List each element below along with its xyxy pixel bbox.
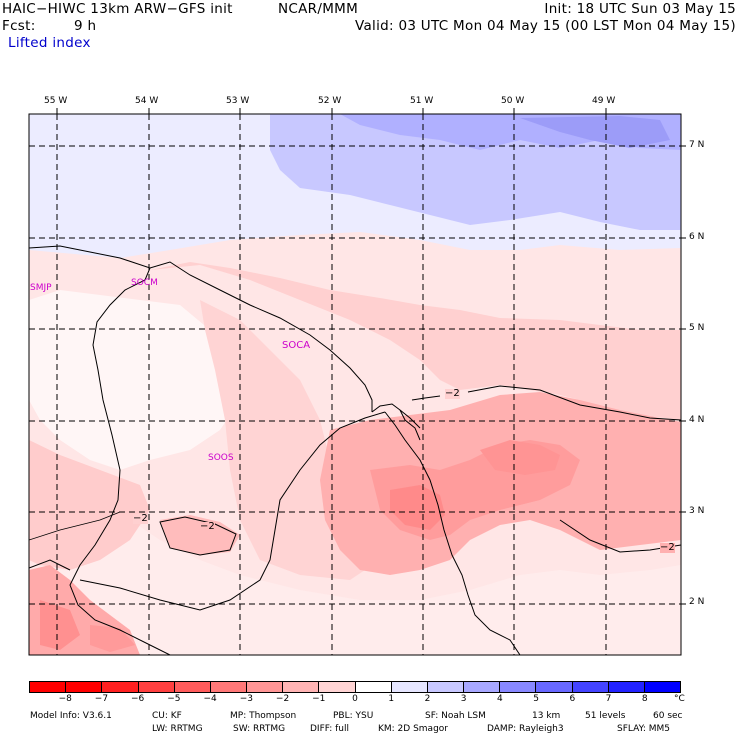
vertical-levels: 51 levels [585,711,626,721]
color-bar-bin [138,682,175,692]
color-bar-bin [283,682,320,692]
grid-resolution: 13 km [532,711,561,721]
color-bar-label: −5 [167,694,181,704]
color-bar-bin [644,682,681,692]
color-bar-label: −7 [94,694,109,704]
model-title: HAIC−HIWC 13km ARW−GFS init [2,1,233,17]
lon-label: 52 W [318,96,342,106]
lat-label: 5 N [689,323,705,333]
lon-label: 49 W [592,96,616,106]
station-label-smjp: SMJP [30,283,52,293]
lat-label: 3 N [689,506,705,516]
color-bar-label: −1 [312,694,326,704]
color-bar-labels: −8 −7 −6 −5 −4 −3 −2 −1 0 1 2 3 4 5 6 7 8 [0,695,740,707]
contour-label: −2 [133,513,148,524]
color-bar [29,681,681,693]
color-bar-label: 1 [388,694,395,704]
contour-label: −2 [200,521,215,532]
organization-label: NCAR/MMM [278,1,359,17]
color-bar-bin [66,682,103,692]
lat-label: 2 N [689,597,705,607]
map-frame [28,113,682,656]
color-bar-label: −8 [58,694,72,704]
color-bar-bin [464,682,501,692]
field-name: Lifted index [8,35,91,51]
color-bar-bin [500,682,537,692]
color-bar-label: −2 [275,694,290,704]
init-time: Init: 18 UTC Sun 03 May 15 [544,1,736,17]
lon-label: 54 W [135,96,159,106]
lat-lon-grid [29,114,681,655]
color-bar-label: 6 [569,694,576,704]
color-bar-bin [174,682,211,692]
lon-label: 55 W [44,96,68,106]
shaded-field [29,114,681,655]
lon-label: 53 W [226,96,250,106]
time-step: 60 sec [653,711,683,721]
color-bar-bin [210,682,248,692]
forecast-label: Fcst: [2,18,36,34]
color-bar-bin [572,682,609,692]
color-bar-bin [355,682,392,692]
station-label-soca: SOCA [282,340,311,351]
station-label-soos: SOOS [208,453,234,463]
surface-scheme: SF: Noah LSM [425,711,486,721]
contour-label: −2 [445,388,460,399]
shortwave-scheme: SW: RRTMG [233,724,286,734]
lat-label: 6 N [689,232,705,242]
color-bar-bin [427,682,465,692]
surface-layer-scheme: SFLAY: MM5 [617,724,671,734]
damping-option: DAMP: Rayleigh3 [487,724,564,734]
color-bar-label: 3 [460,694,467,704]
color-bar-bin [30,682,67,692]
color-bar-label: −6 [131,694,145,704]
color-bar-bin [319,682,356,692]
diffusion-option: DIFF: full [310,724,350,734]
eddy-coefficient: KM: 2D Smagor [378,724,448,734]
pbl-scheme: PBL: YSU [333,711,374,721]
lon-label: 51 W [410,96,434,106]
valid-time: Valid: 03 UTC Mon 04 May 15 (00 LST Mon … [354,18,736,34]
cumulus-scheme: CU: KF [152,711,182,721]
longwave-scheme: LW: RRTMG [152,724,203,734]
microphysics-scheme: MP: Thompson [230,711,297,721]
model-info: Model Info: V3.6.1 [30,711,112,721]
lat-label: 4 N [689,415,705,425]
color-bar-bin [247,682,284,692]
lon-label: 50 W [501,96,525,106]
color-bar-label: 7 [605,694,612,704]
color-bar-label: 5 [533,694,539,704]
color-bar-bin [102,682,139,692]
color-bar-label: 0 [352,694,358,704]
contour-label: −2 [660,542,675,553]
station-label-socm: SOCM [131,278,158,288]
color-bar-label: 8 [641,694,648,704]
color-bar-label: −3 [239,694,253,704]
color-bar-bin [391,682,428,692]
color-bar-unit: °C [674,694,685,704]
color-bar-label: 2 [424,694,431,704]
lat-label: 7 N [689,140,705,150]
color-bar-bin [536,682,573,692]
color-bar-bin [608,682,645,692]
color-bar-label: 4 [497,694,503,704]
forecast-hour: 9 h [74,18,97,34]
color-bar-label: −4 [203,694,217,704]
